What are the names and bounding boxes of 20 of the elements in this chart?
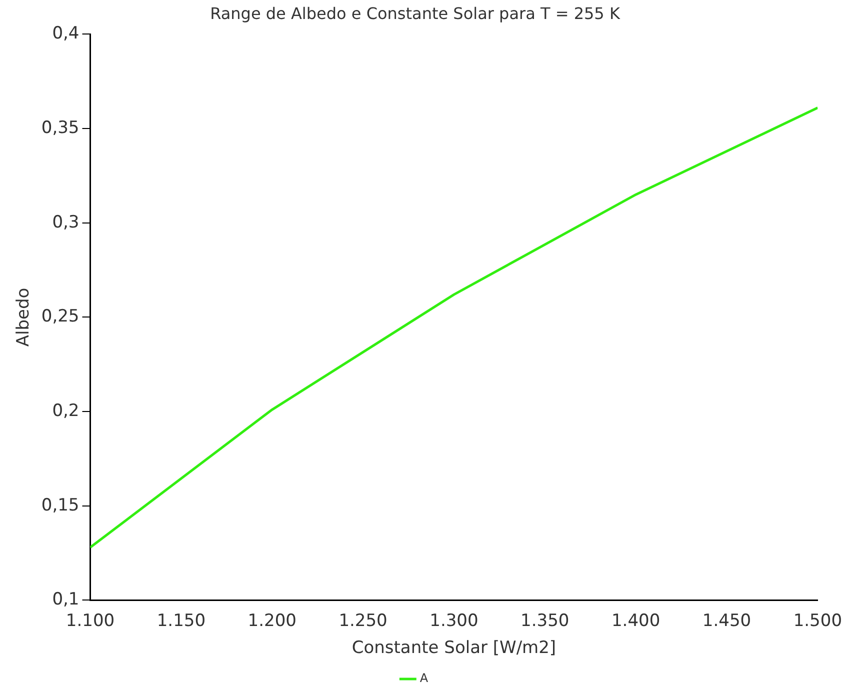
y-axis-title: Albedo [14, 288, 34, 347]
x-tick-label: 1.500 [793, 610, 842, 631]
x-tick-label: 1.150 [156, 610, 206, 631]
y-tick-label: 0,35 [41, 118, 80, 138]
x-tick-label: 1.450 [702, 610, 752, 631]
x-tick-label: 1.250 [338, 610, 388, 631]
chart-title: Range de Albedo e Constante Solar para T = 255 K [210, 4, 620, 23]
y-tick-label: 0,25 [41, 306, 80, 327]
x-tick-label: 1.400 [611, 610, 660, 631]
legend-label: A [420, 671, 429, 686]
x-tick-label: 1.100 [66, 610, 115, 631]
x-axis-title: Constante Solar [W/m2] [352, 638, 556, 658]
x-tick-label: 1.300 [430, 610, 478, 631]
y-tick-label: 0,1 [52, 590, 80, 610]
y-tick-label: 0,4 [52, 24, 80, 44]
x-tick-label: 1.350 [520, 610, 570, 631]
x-tick-label: 1.200 [248, 610, 296, 631]
y-tick-label: 0,15 [41, 495, 80, 516]
y-tick-label: 0,3 [52, 212, 80, 232]
y-tick-label: 0,2 [52, 400, 80, 421]
